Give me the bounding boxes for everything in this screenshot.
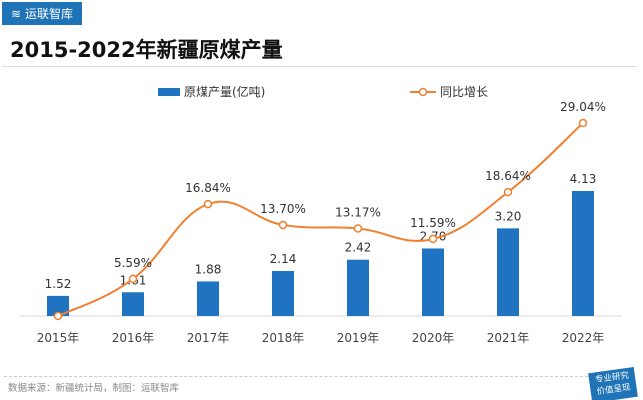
growth-value-label: 13.70% — [260, 202, 306, 216]
growth-value-label: 5.59% — [114, 256, 152, 270]
x-tick-label: 2022年 — [562, 331, 605, 345]
x-tick-label: 2021年 — [487, 331, 530, 345]
growth-value-label: 11.59% — [410, 216, 456, 230]
bar-2020年 — [422, 248, 444, 316]
legend-bar-swatch — [158, 87, 180, 96]
legend-line-swatch — [410, 87, 436, 96]
x-tick-label: 2017年 — [187, 331, 230, 345]
growth-point — [503, 187, 513, 197]
bar-2017年 — [197, 281, 219, 316]
bar-2015年 — [47, 295, 69, 316]
bar-2016年 — [122, 292, 144, 316]
growth-point — [203, 199, 213, 209]
legend-bar[interactable]: 原煤产量(亿吨) — [158, 83, 265, 100]
growth-point — [353, 224, 363, 233]
chart-title: 2015-2022年新疆原煤产量 — [10, 38, 283, 62]
title-divider — [2, 66, 637, 67]
bar-value-label: 2.14 — [270, 252, 297, 266]
x-tick-label: 2019年 — [337, 331, 380, 345]
growth-value-label: 16.84% — [185, 181, 231, 195]
legend-line-label: 同比增长 — [440, 85, 489, 99]
brand-name: 运联智库 — [25, 7, 74, 21]
brand-logo: ≋ 运联智库 — [2, 2, 82, 25]
growth-point — [278, 220, 288, 230]
legend-bar-label: 原煤产量(亿吨) — [184, 85, 266, 99]
bar-2019年 — [347, 259, 369, 316]
brand-icon: ≋ — [10, 6, 22, 21]
bar-2021年 — [497, 228, 519, 316]
growth-value-label: 13.17% — [335, 205, 381, 219]
slogan-badge: 专业研究 价值呈现 — [588, 366, 638, 400]
x-tick-label: 2015年 — [37, 331, 80, 345]
bar-value-label: 1.52 — [45, 277, 72, 291]
bar-value-label: 1.88 — [195, 262, 222, 276]
growth-point — [578, 118, 588, 128]
bar-2018年 — [272, 270, 294, 316]
legend-line[interactable]: 同比增长 — [410, 83, 488, 100]
growth-point — [128, 274, 138, 284]
growth-value-label: 29.04% — [560, 100, 606, 114]
x-tick-label: 2018年 — [262, 331, 305, 345]
growth-value-label: 18.64% — [485, 169, 531, 183]
footer-divider — [4, 376, 593, 377]
source-note: 数据来源：新疆统计局，制图：运联智库 — [8, 383, 180, 394]
growth-point — [428, 234, 438, 244]
bar-value-label: 2.42 — [345, 241, 372, 255]
growth-point — [53, 311, 63, 321]
bar-value-label: 4.13 — [570, 172, 597, 186]
x-tick-label: 2020年 — [412, 331, 455, 345]
bar-2022年 — [572, 190, 594, 316]
bar-value-label: 3.20 — [495, 209, 522, 223]
x-tick-label: 2016年 — [112, 331, 155, 345]
